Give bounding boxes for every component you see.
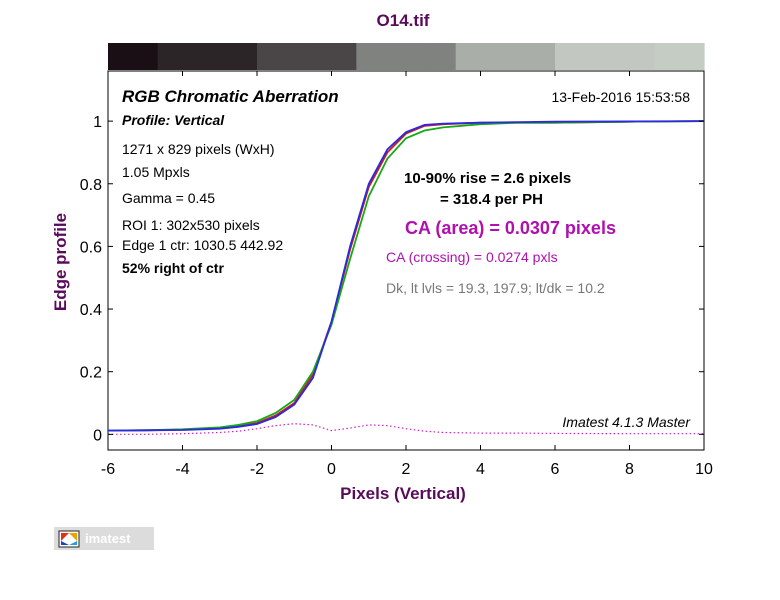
gradient-cell bbox=[530, 43, 556, 70]
gradient-cell bbox=[455, 43, 482, 70]
gradient-cell bbox=[356, 43, 382, 70]
imatest-logo-text: imatest bbox=[85, 531, 131, 546]
gradient-cell bbox=[331, 43, 357, 70]
gradient-cell bbox=[654, 43, 680, 70]
y-tick-label: 0 bbox=[93, 427, 102, 444]
gradient-cell bbox=[505, 43, 531, 70]
gradient-cell bbox=[207, 43, 233, 70]
gradient-cell bbox=[381, 43, 407, 70]
x-tick-label: -6 bbox=[101, 461, 115, 478]
info-line-gamma: Gamma = 0.45 bbox=[122, 190, 215, 206]
annotation-position: 52% right of ctr bbox=[122, 260, 224, 276]
series-group bbox=[107, 120, 705, 435]
x-tick-label: 0 bbox=[327, 461, 336, 478]
gradient-cell bbox=[555, 43, 581, 70]
gradient-cell bbox=[157, 43, 184, 70]
annotation-rise: 10-90% rise = 2.6 pixels bbox=[404, 170, 571, 187]
info-line-roi: ROI 1: 302x530 pixels bbox=[122, 217, 260, 233]
y-axis-label: Edge profile bbox=[51, 213, 70, 311]
gradient-cell bbox=[604, 43, 631, 70]
annotation-ca-area: CA (area) = 0.0307 pixels bbox=[405, 218, 616, 238]
gradient-cell bbox=[579, 43, 606, 70]
x-tick-label: 8 bbox=[625, 461, 634, 478]
gradient-cell bbox=[430, 43, 457, 70]
x-tick-label: 6 bbox=[551, 461, 560, 478]
x-axis-label: Pixels (Vertical) bbox=[340, 484, 466, 503]
imatest-logo-icon bbox=[58, 530, 80, 547]
gradient-cell bbox=[306, 43, 333, 70]
gradient-strip bbox=[108, 43, 705, 70]
info-line-size: 1271 x 829 pixels (WxH) bbox=[122, 141, 275, 157]
info-line-edge-ctr: Edge 1 ctr: 1030.5 442.92 bbox=[122, 237, 283, 253]
axis-ticks: -6 -4 -2 0 2 4 6 8 10 0 0.2 0.4 0.6 0.8 1 bbox=[80, 71, 713, 478]
gradient-cell bbox=[108, 43, 134, 70]
annotation-heading: RGB Chromatic Aberration bbox=[122, 87, 339, 106]
annotation-profile: Profile: Vertical bbox=[122, 112, 225, 128]
gradient-cell bbox=[232, 43, 258, 70]
y-tick-label: 1 bbox=[93, 114, 102, 131]
x-tick-label: 10 bbox=[695, 461, 713, 478]
imatest-logo: imatest bbox=[54, 527, 154, 550]
gradient-cell bbox=[629, 43, 655, 70]
annotation-rise-per-ph: = 318.4 per PH bbox=[440, 191, 543, 208]
x-tick-label: 2 bbox=[402, 461, 411, 478]
chart-title: O14.tif bbox=[377, 11, 430, 30]
series-line-3 bbox=[107, 120, 705, 432]
y-tick-label: 0.4 bbox=[80, 302, 102, 319]
gradient-cell bbox=[480, 43, 506, 70]
gradient-cell bbox=[182, 43, 208, 70]
x-tick-label: -4 bbox=[175, 461, 189, 478]
gradient-cell bbox=[281, 43, 308, 70]
annotation-ca-crossing: CA (crossing) = 0.0274 pxls bbox=[386, 249, 558, 265]
gradient-cell bbox=[132, 43, 159, 70]
x-tick-label: 4 bbox=[476, 461, 485, 478]
gradient-cell bbox=[257, 43, 283, 70]
y-tick-label: 0.2 bbox=[80, 365, 102, 382]
x-tick-label: -2 bbox=[250, 461, 264, 478]
y-tick-label: 0.8 bbox=[80, 177, 102, 194]
annotation-timestamp: 13-Feb-2016 15:53:58 bbox=[551, 89, 690, 105]
info-line-mpxls: 1.05 Mpxls bbox=[122, 164, 190, 180]
annotation-version: Imatest 4.1.3 Master bbox=[562, 414, 691, 430]
y-tick-label: 0.6 bbox=[80, 239, 102, 256]
gradient-cell bbox=[679, 43, 705, 70]
gradient-cell bbox=[406, 43, 432, 70]
annotation-dk-levels: Dk, lt lvls = 19.3, 197.9; lt/dk = 10.2 bbox=[386, 280, 605, 296]
